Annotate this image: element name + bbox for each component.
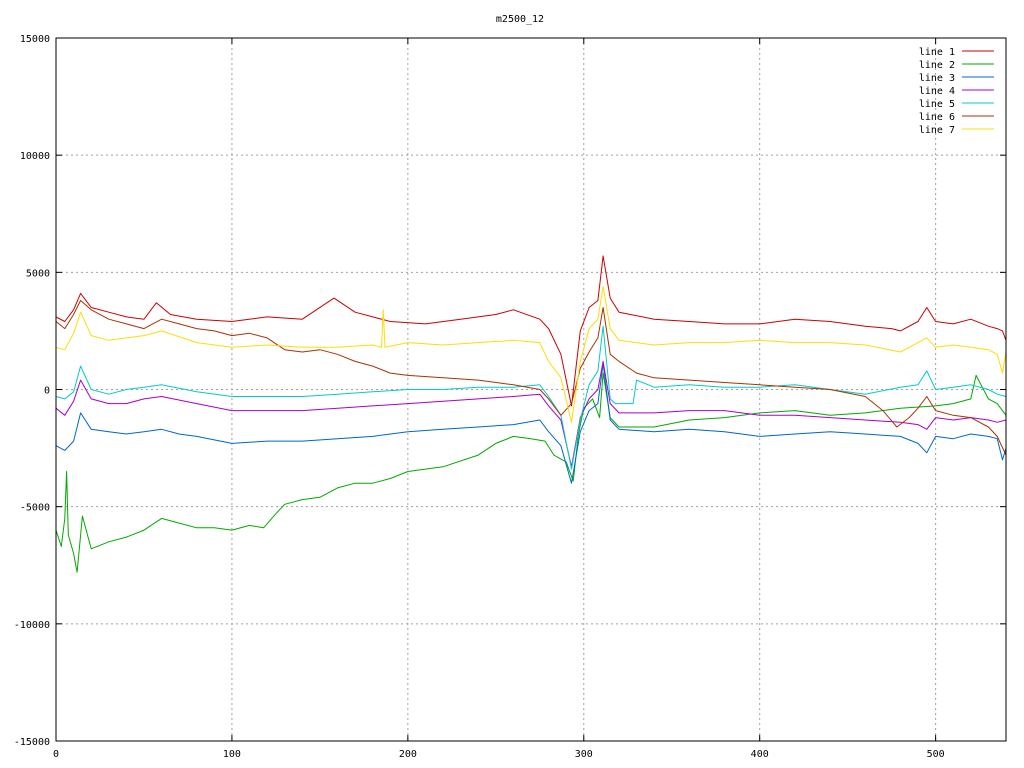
- legend-label: line 2: [919, 60, 955, 71]
- legend: line 1 line 2 line 3 line 4 line 5 line 6 line…: [919, 47, 994, 136]
- series-line-1: [55, 255, 1007, 407]
- y-tick-label: -15000: [14, 737, 50, 748]
- series-line-3: [55, 363, 1007, 484]
- legend-label: line 1: [919, 47, 955, 58]
- legend-label: line 7: [919, 125, 955, 136]
- x-tick-label: 400: [751, 749, 769, 760]
- x-tick-label: 500: [927, 749, 945, 760]
- axis-ticks: 0 100 200 300 400 500 -15000 -10000 -5000 0 5000 10…: [14, 34, 1006, 760]
- y-tick-label: -5000: [20, 503, 50, 514]
- y-tick-label: 10000: [20, 151, 50, 162]
- x-tick-label: 0: [53, 749, 59, 760]
- series-line-2: [55, 372, 1007, 573]
- series-line-4: [55, 360, 1007, 468]
- legend-label: line 4: [919, 86, 955, 97]
- y-tick-label: -10000: [14, 620, 50, 631]
- y-tick-label: 5000: [26, 268, 50, 279]
- x-tick-label: 200: [399, 749, 417, 760]
- y-tick-label: 15000: [20, 34, 50, 45]
- grid: [56, 38, 1006, 741]
- chart-title: m2500_12: [496, 14, 544, 25]
- legend-label: line 6: [919, 112, 955, 123]
- series-line-5: [55, 325, 1007, 470]
- legend-label: line 5: [919, 99, 955, 110]
- series-line-7: [55, 285, 1007, 423]
- series-line-6: [55, 300, 1007, 456]
- legend-label: line 3: [919, 73, 955, 84]
- x-tick-label: 100: [223, 749, 241, 760]
- y-tick-label: 0: [44, 386, 50, 397]
- series-group: [55, 255, 1007, 573]
- x-tick-label: 300: [575, 749, 593, 760]
